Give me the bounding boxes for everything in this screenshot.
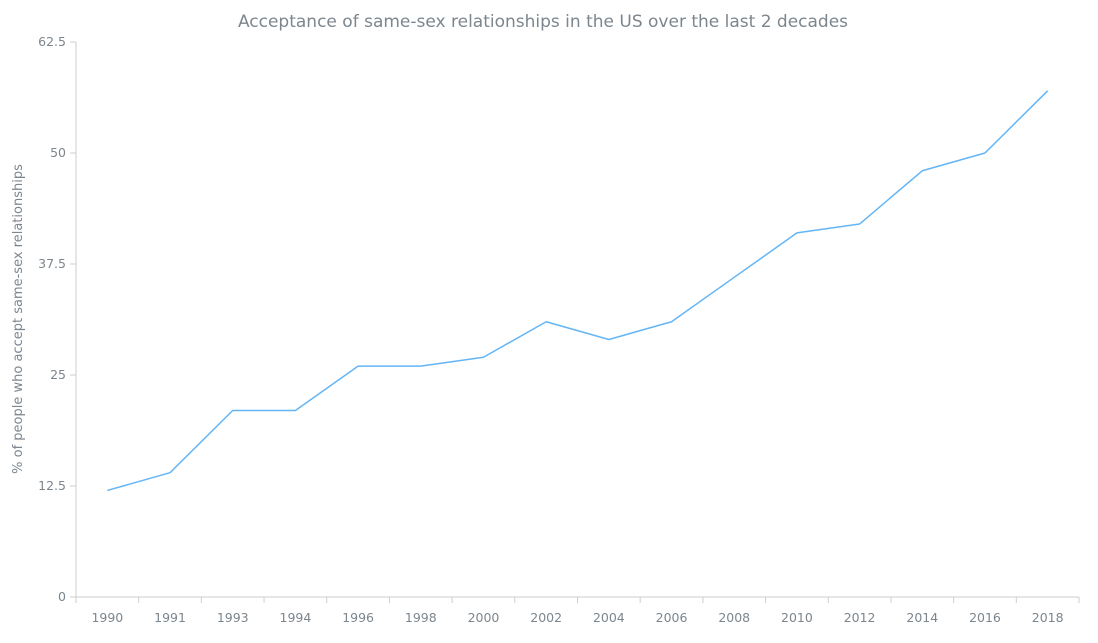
x-tick-label: 2018 (1032, 610, 1064, 625)
chart-title: Acceptance of same-sex relationships in … (238, 12, 848, 32)
x-tick-label: 1990 (91, 610, 123, 625)
y-tick-label: 37.5 (38, 256, 66, 271)
x-tick-label: 2016 (969, 610, 1001, 625)
series-line (107, 90, 1049, 492)
x-tick-label: 2002 (530, 610, 562, 625)
y-axis: 0 12.5 25 37.5 50 62.5 (38, 34, 76, 604)
x-tick-label: 2012 (844, 610, 876, 625)
x-tick-label: 2010 (781, 610, 813, 625)
x-tick-label: 2008 (718, 610, 750, 625)
y-tick-label: 62.5 (38, 34, 66, 49)
series-group (107, 90, 1049, 492)
x-tick-label: 1998 (405, 610, 437, 625)
x-tick-label: 1993 (217, 610, 249, 625)
x-axis: 1990 1991 1993 1994 1996 1998 2000 2002 2004 2006… (75, 597, 1080, 625)
x-tick-label: 2014 (906, 610, 938, 625)
x-tick-label: 1994 (280, 610, 312, 625)
x-tick-label: 1991 (154, 610, 186, 625)
x-tick-label: 2000 (468, 610, 500, 625)
y-tick-label: 50 (50, 145, 66, 160)
y-tick-label: 25 (50, 367, 66, 382)
x-tick-label: 2004 (593, 610, 625, 625)
x-tick-label: 2006 (656, 610, 688, 625)
y-tick-label: 0 (58, 589, 66, 604)
y-axis-label: % of people who accept same-sex relation… (11, 164, 26, 474)
y-tick-label: 12.5 (38, 478, 66, 493)
x-tick-label: 1996 (342, 610, 374, 625)
